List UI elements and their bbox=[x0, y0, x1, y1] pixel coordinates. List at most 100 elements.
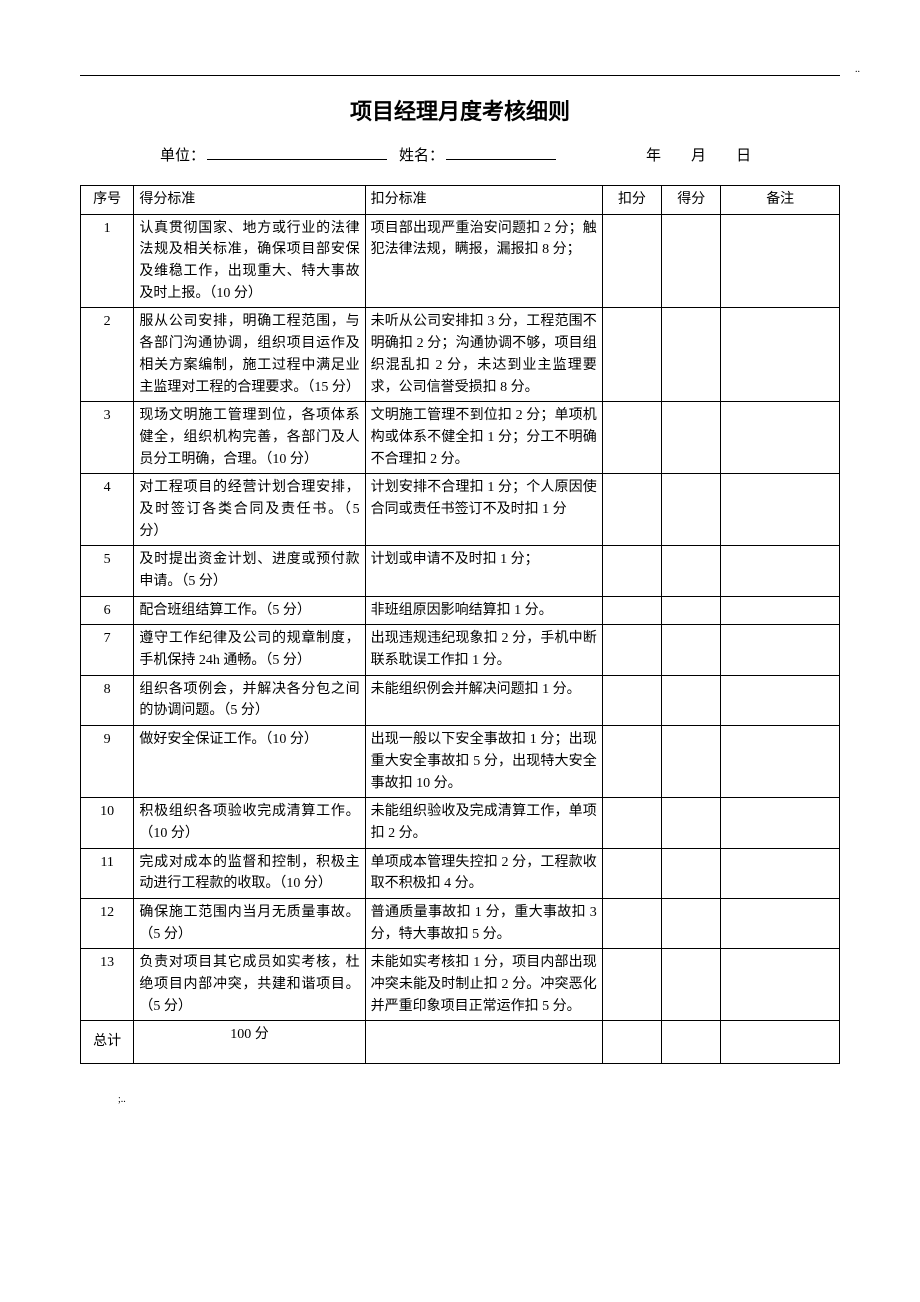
cell-deduct: 出现违规违纪现象扣 2 分，手机中断联系耽误工作扣 1 分。 bbox=[365, 625, 602, 675]
cell-deductscore[interactable] bbox=[602, 949, 661, 1021]
page-title: 项目经理月度考核细则 bbox=[80, 94, 840, 126]
table-row: 6配合班组结算工作。（5 分）非班组原因影响结算扣 1 分。 bbox=[81, 596, 840, 625]
cell-deductscore[interactable] bbox=[602, 596, 661, 625]
form-row: 单位： 姓名： 年 月 日 bbox=[160, 144, 840, 165]
cell-deduct: 文明施工管理不到位扣 2 分；单项机构或体系不健全扣 1 分；分工不明确不合理扣… bbox=[365, 402, 602, 474]
cell-seq: 7 bbox=[81, 625, 134, 675]
cell-seq: 11 bbox=[81, 848, 134, 898]
cell-score[interactable] bbox=[662, 474, 721, 546]
name-label: 姓名： bbox=[399, 144, 444, 165]
footer-mark: ;.. bbox=[118, 1094, 840, 1105]
cell-deductscore[interactable] bbox=[602, 402, 661, 474]
cell-deduct: 出现一般以下安全事故扣 1 分；出现重大安全事故扣 5 分，出现特大安全事故扣 … bbox=[365, 726, 602, 798]
cell-remark[interactable] bbox=[721, 214, 840, 308]
cell-deductscore[interactable] bbox=[602, 546, 661, 596]
cell-score[interactable] bbox=[662, 949, 721, 1021]
cell-score[interactable] bbox=[662, 625, 721, 675]
cell-remark[interactable] bbox=[721, 596, 840, 625]
cell-criteria: 及时提出资金计划、进度或预付款申请。（5 分） bbox=[134, 546, 365, 596]
cell-seq: 4 bbox=[81, 474, 134, 546]
cell-remark[interactable] bbox=[721, 402, 840, 474]
year-label: 年 bbox=[646, 144, 661, 165]
cell-seq: 9 bbox=[81, 726, 134, 798]
assessment-table: 序号 得分标准 扣分标准 扣分 得分 备注 1认真贯彻国家、地方或行业的法律法规… bbox=[80, 185, 840, 1064]
table-row: 13负责对项目其它成员如实考核，杜绝项目内部冲突，共建和谐项目。（5 分）未能如… bbox=[81, 949, 840, 1021]
total-empty bbox=[602, 1021, 661, 1064]
cell-deductscore[interactable] bbox=[602, 798, 661, 848]
cell-score[interactable] bbox=[662, 848, 721, 898]
cell-remark[interactable] bbox=[721, 625, 840, 675]
cell-score[interactable] bbox=[662, 798, 721, 848]
cell-remark[interactable] bbox=[721, 726, 840, 798]
header-remark: 备注 bbox=[721, 186, 840, 215]
cell-criteria: 现场文明施工管理到位，各项体系健全，组织机构完善，各部门及人员分工明确，合理。（… bbox=[134, 402, 365, 474]
cell-deductscore[interactable] bbox=[602, 214, 661, 308]
table-row: 5及时提出资金计划、进度或预付款申请。（5 分）计划或申请不及时扣 1 分； bbox=[81, 546, 840, 596]
cell-deductscore[interactable] bbox=[602, 675, 661, 725]
cell-seq: 1 bbox=[81, 214, 134, 308]
unit-blank[interactable] bbox=[207, 159, 387, 160]
cell-seq: 13 bbox=[81, 949, 134, 1021]
cell-criteria: 积极组织各项验收完成清算工作。（10 分） bbox=[134, 798, 365, 848]
cell-deduct: 普通质量事故扣 1 分，重大事故扣 3 分，特大事故扣 5 分。 bbox=[365, 898, 602, 948]
cell-seq: 2 bbox=[81, 308, 134, 402]
day-label: 日 bbox=[736, 144, 751, 165]
table-row: 3现场文明施工管理到位，各项体系健全，组织机构完善，各部门及人员分工明确，合理。… bbox=[81, 402, 840, 474]
cell-criteria: 服从公司安排，明确工程范围，与各部门沟通协调，组织项目运作及相关方案编制，施工过… bbox=[134, 308, 365, 402]
total-label: 总计 bbox=[81, 1021, 134, 1064]
cell-deduct: 未能组织例会并解决问题扣 1 分。 bbox=[365, 675, 602, 725]
total-empty bbox=[721, 1021, 840, 1064]
cell-deductscore[interactable] bbox=[602, 308, 661, 402]
cell-score[interactable] bbox=[662, 596, 721, 625]
cell-seq: 8 bbox=[81, 675, 134, 725]
cell-remark[interactable] bbox=[721, 675, 840, 725]
cell-deduct: 未能组织验收及完成清算工作，单项扣 2 分。 bbox=[365, 798, 602, 848]
cell-score[interactable] bbox=[662, 546, 721, 596]
cell-remark[interactable] bbox=[721, 474, 840, 546]
table-header-row: 序号 得分标准 扣分标准 扣分 得分 备注 bbox=[81, 186, 840, 215]
cell-score[interactable] bbox=[662, 214, 721, 308]
cell-seq: 5 bbox=[81, 546, 134, 596]
cell-score[interactable] bbox=[662, 402, 721, 474]
cell-score[interactable] bbox=[662, 675, 721, 725]
table-row: 11完成对成本的监督和控制，积极主动进行工程款的收取。（10 分）单项成本管理失… bbox=[81, 848, 840, 898]
cell-remark[interactable] bbox=[721, 798, 840, 848]
cell-remark[interactable] bbox=[721, 546, 840, 596]
cell-seq: 3 bbox=[81, 402, 134, 474]
table-total-row: 总计100 分 bbox=[81, 1021, 840, 1064]
header-deductscore: 扣分 bbox=[602, 186, 661, 215]
table-row: 7遵守工作纪律及公司的规章制度，手机保持 24h 通畅。（5 分）出现违规违纪现… bbox=[81, 625, 840, 675]
unit-label: 单位： bbox=[160, 144, 205, 165]
total-empty bbox=[365, 1021, 602, 1064]
cell-criteria: 组织各项例会，并解决各分包之间的协调问题。（5 分） bbox=[134, 675, 365, 725]
cell-score[interactable] bbox=[662, 898, 721, 948]
cell-deductscore[interactable] bbox=[602, 848, 661, 898]
cell-score[interactable] bbox=[662, 726, 721, 798]
cell-criteria: 做好安全保证工作。（10 分） bbox=[134, 726, 365, 798]
top-rule bbox=[80, 75, 840, 76]
cell-remark[interactable] bbox=[721, 898, 840, 948]
cell-criteria: 遵守工作纪律及公司的规章制度，手机保持 24h 通畅。（5 分） bbox=[134, 625, 365, 675]
cell-deduct: 项目部出现严重治安问题扣 2 分；触犯法律法规，瞒报，漏报扣 8 分； bbox=[365, 214, 602, 308]
cell-deduct: 计划或申请不及时扣 1 分； bbox=[365, 546, 602, 596]
cell-deductscore[interactable] bbox=[602, 726, 661, 798]
cell-score[interactable] bbox=[662, 308, 721, 402]
cell-remark[interactable] bbox=[721, 308, 840, 402]
cell-seq: 12 bbox=[81, 898, 134, 948]
cell-deduct: 未听从公司安排扣 3 分，工程范围不明确扣 2 分；沟通协调不够，项目组织混乱扣… bbox=[365, 308, 602, 402]
cell-remark[interactable] bbox=[721, 949, 840, 1021]
header-score: 得分 bbox=[662, 186, 721, 215]
cell-deduct: 单项成本管理失控扣 2 分，工程款收取不积极扣 4 分。 bbox=[365, 848, 602, 898]
cell-criteria: 负责对项目其它成员如实考核，杜绝项目内部冲突，共建和谐项目。（5 分） bbox=[134, 949, 365, 1021]
cell-deductscore[interactable] bbox=[602, 898, 661, 948]
table-row: 12确保施工范围内当月无质量事故。（5 分）普通质量事故扣 1 分，重大事故扣 … bbox=[81, 898, 840, 948]
cell-deductscore[interactable] bbox=[602, 625, 661, 675]
cell-criteria: 对工程项目的经营计划合理安排，及时签订各类合同及责任书。（5 分） bbox=[134, 474, 365, 546]
cell-deduct: 未能如实考核扣 1 分，项目内部出现冲突未能及时制止扣 2 分。冲突恶化并严重印… bbox=[365, 949, 602, 1021]
cell-remark[interactable] bbox=[721, 848, 840, 898]
name-blank[interactable] bbox=[446, 159, 556, 160]
cell-criteria: 认真贯彻国家、地方或行业的法律法规及相关标准，确保项目部安保及维稳工作，出现重大… bbox=[134, 214, 365, 308]
cell-deductscore[interactable] bbox=[602, 474, 661, 546]
cell-criteria: 完成对成本的监督和控制，积极主动进行工程款的收取。（10 分） bbox=[134, 848, 365, 898]
cell-criteria: 配合班组结算工作。（5 分） bbox=[134, 596, 365, 625]
